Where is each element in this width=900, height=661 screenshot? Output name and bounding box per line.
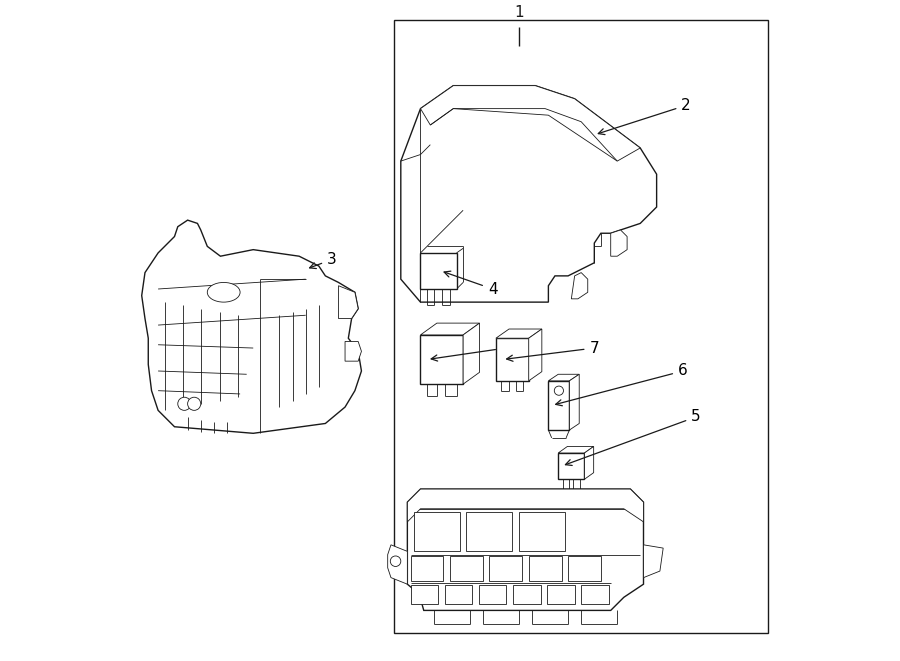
Polygon shape <box>420 253 456 289</box>
Bar <box>445 586 473 604</box>
Text: 5: 5 <box>565 409 701 465</box>
Polygon shape <box>408 489 644 522</box>
Polygon shape <box>548 374 580 381</box>
Circle shape <box>187 397 201 410</box>
Polygon shape <box>400 86 657 302</box>
Bar <box>513 586 541 604</box>
Text: 6: 6 <box>555 364 688 406</box>
Bar <box>581 586 608 604</box>
Bar <box>394 20 768 633</box>
Text: 1: 1 <box>514 5 524 20</box>
Polygon shape <box>558 446 594 453</box>
Bar <box>547 586 574 604</box>
Bar <box>466 512 512 551</box>
Bar <box>528 556 562 581</box>
Text: 3: 3 <box>310 252 337 268</box>
Circle shape <box>391 556 401 566</box>
Bar <box>519 512 565 551</box>
Polygon shape <box>644 545 663 578</box>
Polygon shape <box>496 329 542 338</box>
Polygon shape <box>558 453 584 479</box>
Polygon shape <box>528 329 542 381</box>
Polygon shape <box>141 220 362 434</box>
Bar <box>414 512 460 551</box>
Polygon shape <box>548 381 570 430</box>
Polygon shape <box>464 323 480 384</box>
Polygon shape <box>408 489 644 610</box>
Bar <box>568 556 601 581</box>
Text: 2: 2 <box>598 98 691 135</box>
Polygon shape <box>420 323 480 335</box>
Text: 4: 4 <box>444 271 498 297</box>
Polygon shape <box>572 272 588 299</box>
Polygon shape <box>388 545 408 584</box>
Polygon shape <box>611 230 627 256</box>
Polygon shape <box>496 338 528 381</box>
Polygon shape <box>345 342 362 361</box>
Polygon shape <box>420 335 464 384</box>
Circle shape <box>554 386 563 395</box>
Polygon shape <box>584 446 594 479</box>
Polygon shape <box>570 374 580 430</box>
Text: 7: 7 <box>431 340 510 361</box>
Bar <box>490 556 522 581</box>
Text: 7: 7 <box>507 340 599 362</box>
Bar <box>410 586 438 604</box>
Polygon shape <box>420 86 640 161</box>
Bar <box>479 586 507 604</box>
Bar <box>450 556 482 581</box>
Ellipse shape <box>207 282 240 302</box>
Polygon shape <box>338 286 358 319</box>
Circle shape <box>178 397 191 410</box>
Bar <box>410 556 444 581</box>
